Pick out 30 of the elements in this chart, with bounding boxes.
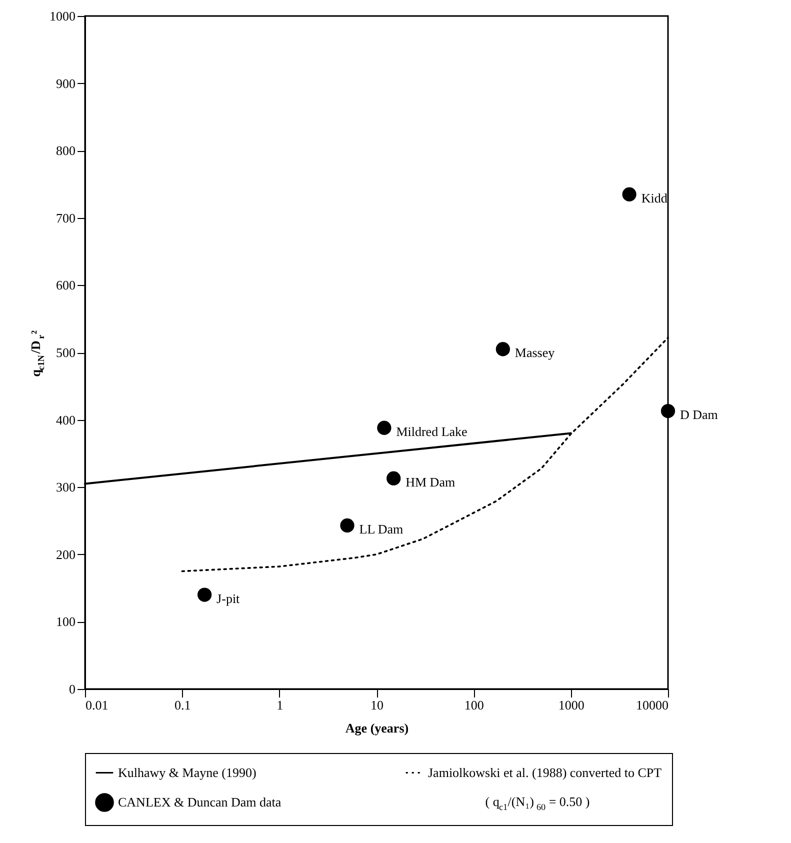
x-tick-label: 1000 [558, 698, 584, 712]
x-tick-label: 10000 [636, 698, 668, 712]
annotation: Kidd [641, 190, 668, 206]
y-tick-label: 300 [56, 480, 76, 495]
x-tick-label: 1 [276, 698, 284, 712]
annotation: LL Dam [359, 521, 404, 536]
annotation: HM Dam [406, 474, 456, 490]
y-tick-label: 600 [56, 278, 76, 293]
legend-label: Kulhawy & Mayne (1990) [118, 764, 256, 780]
y-axis-title: qc1N/Dr² [28, 330, 46, 377]
y-tick-label: 400 [56, 412, 76, 428]
y-tick-label: 0 [69, 682, 76, 696]
x-axis-title: Age (years) [345, 720, 409, 736]
annotation: D Dam [680, 407, 718, 422]
y-tick-label: 900 [56, 76, 76, 91]
y-tick-label: 100 [56, 614, 76, 630]
legend-label: CANLEX & Duncan Dam data [118, 794, 282, 810]
y-tick-label: 200 [56, 546, 76, 562]
annotation: Mildred Lake [396, 424, 468, 439]
y-tick-label: 1000 [50, 8, 76, 24]
annotation: J-pit [216, 590, 240, 606]
legend-label: Jamiolkowski et al. (1988) converted to CPT [428, 764, 662, 780]
y-tick-label: 700 [56, 210, 76, 226]
annotation: Massey [514, 345, 556, 360]
y-tick-label: 800 [56, 143, 76, 158]
x-tick-label: 0.01 [86, 698, 108, 712]
x-tick-label: 10 [370, 698, 384, 712]
x-tick-label: 0.1 [174, 698, 191, 712]
x-tick-label: 100 [464, 698, 484, 712]
y-tick-label: 500 [56, 345, 76, 360]
